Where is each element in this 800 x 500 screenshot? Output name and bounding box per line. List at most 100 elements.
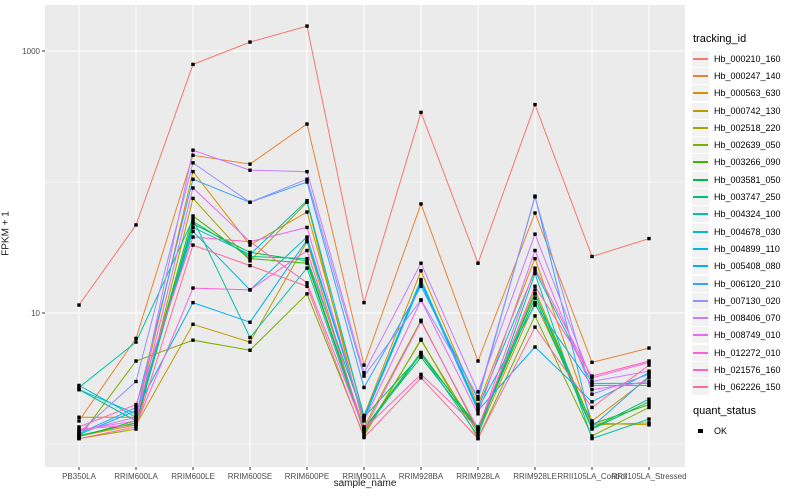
legend-item: Hb_004324_100 (692, 206, 798, 223)
data-point (248, 250, 252, 255)
x-tick-label: RRIM600SE (228, 472, 272, 481)
data-point (191, 153, 195, 157)
legend-item-label: Hb_003747_250 (714, 192, 781, 203)
data-point (191, 177, 195, 181)
legend-item: Hb_012272_010 (692, 344, 798, 361)
data-point (647, 372, 651, 377)
legend-item: Hb_008749_010 (692, 327, 798, 344)
data-point (533, 314, 537, 318)
data-point (647, 236, 651, 241)
data-point (533, 296, 537, 300)
legend-key-line-icon (693, 299, 708, 302)
data-point (419, 110, 423, 115)
data-point (647, 383, 651, 388)
data-point (191, 286, 195, 290)
legend-item-label: Hb_000563_630 (714, 88, 781, 99)
data-point (590, 383, 594, 388)
data-point (305, 281, 309, 285)
data-point (191, 229, 195, 234)
data-point (305, 238, 309, 242)
data-point (305, 180, 309, 184)
data-point (248, 243, 252, 247)
legend-key-line-icon (693, 144, 708, 147)
data-point (533, 288, 537, 292)
data-point (590, 422, 594, 426)
x-tick-label: RRII105LA_Control (557, 472, 627, 481)
data-point (647, 346, 651, 350)
data-point (533, 232, 537, 236)
x-tick-label: RRIM600LA (114, 472, 158, 481)
data-point (134, 412, 138, 416)
legend-item-label: Hb_000210_160 (714, 53, 781, 64)
legend-item: Hb_003747_250 (692, 188, 798, 206)
legend-key-swatch (692, 50, 709, 67)
data-point (305, 177, 309, 181)
data-point (77, 415, 81, 419)
legend-key-swatch (692, 137, 709, 154)
data-point (191, 186, 195, 190)
legend-item-label: Hb_002518_220 (714, 122, 781, 133)
data-point (134, 415, 138, 419)
data-point (647, 376, 651, 380)
data-point (134, 359, 138, 363)
data-point (77, 419, 81, 423)
data-point (248, 252, 252, 257)
data-point (305, 256, 309, 261)
data-point (77, 383, 81, 388)
legend-item: Hb_002639_050 (692, 136, 798, 154)
legend-item: Hb_000742_130 (692, 102, 798, 119)
data-point (419, 269, 423, 273)
data-point (419, 281, 423, 285)
legend-item-label: Hb_007130_020 (714, 295, 781, 306)
data-point (248, 162, 252, 166)
data-point (191, 161, 195, 165)
data-point (533, 195, 537, 199)
data-point (533, 248, 537, 253)
data-point (647, 379, 651, 384)
data-point (248, 200, 252, 204)
data-point (362, 419, 366, 423)
x-tick-label: RRII105LA_Stressed (611, 472, 686, 481)
legend-item-label: Hb_006120_210 (714, 278, 781, 289)
data-point (647, 369, 651, 373)
legend-key-swatch (692, 67, 709, 84)
legend-item: Hb_000210_160 (692, 50, 798, 67)
legend-key-line-icon (693, 126, 708, 129)
legend-item: Hb_007130_020 (692, 292, 798, 309)
legend-key-line-icon (693, 178, 708, 181)
data-point (134, 405, 138, 410)
data-point (248, 263, 252, 268)
data-point (77, 425, 81, 429)
data-point (305, 122, 309, 126)
data-point (590, 392, 594, 396)
legend-key-line-icon (693, 161, 708, 164)
point-marker-icon (698, 428, 703, 434)
legend-key-line-icon (693, 109, 708, 112)
legend-key-line-icon (693, 213, 708, 216)
data-point (191, 196, 195, 201)
data-point (248, 168, 252, 172)
data-point (362, 385, 366, 390)
data-point (647, 397, 651, 401)
legend-item-label: OK (714, 425, 728, 436)
legend-item: Hb_003581_050 (692, 171, 798, 188)
legend-item: Hb_021576_160 (692, 361, 798, 378)
legend-key-line-icon (693, 265, 708, 268)
legend-key-swatch (692, 310, 709, 327)
data-point (419, 355, 423, 359)
x-axis-title: sample_name (333, 478, 397, 489)
legend-key-line-icon (693, 74, 708, 77)
data-point (533, 269, 537, 273)
legend-key-line-icon (693, 92, 708, 95)
data-point (134, 379, 138, 384)
data-point (191, 62, 195, 67)
data-point (476, 261, 480, 265)
legend-key-swatch (692, 344, 709, 361)
legend: tracking_id Hb_000210_160 Hb_000247_140 Hb… (692, 33, 798, 439)
data-point (590, 379, 594, 384)
data-point (191, 235, 195, 239)
legend-key-line-icon (693, 196, 708, 199)
legend-item: Hb_004678_030 (692, 223, 798, 240)
data-point (647, 363, 651, 367)
